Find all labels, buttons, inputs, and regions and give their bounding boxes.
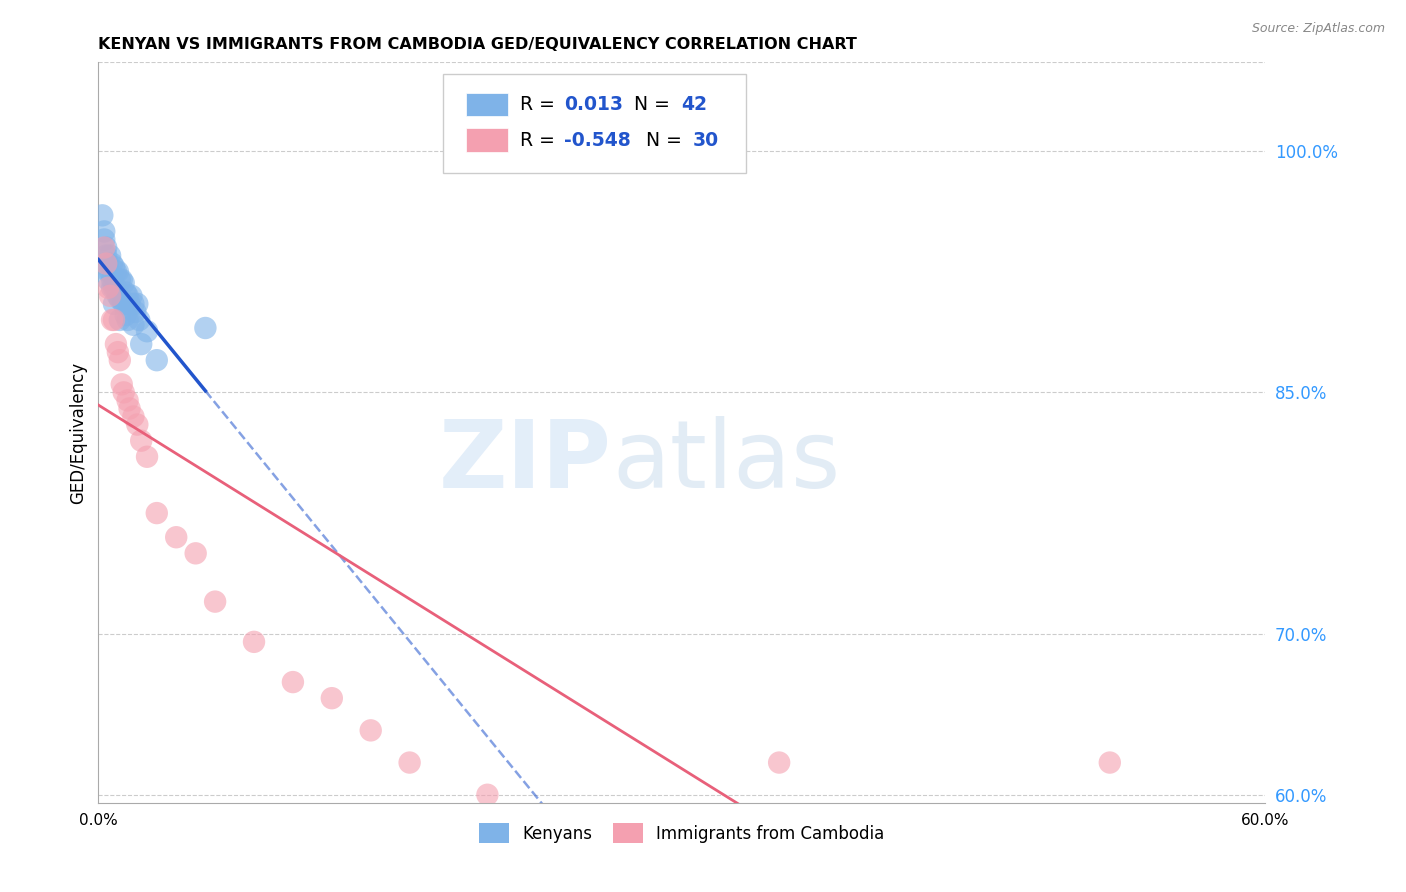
Point [146,506,169,520]
Text: N =: N = [623,95,676,114]
FancyBboxPatch shape [465,93,508,117]
Point [107,345,129,359]
Point [768,756,790,770]
Point [122,297,145,311]
Point [112,276,135,290]
Point [98,289,121,303]
Point [124,305,146,319]
Point [118,297,141,311]
Point [398,756,420,770]
Text: 0.013: 0.013 [564,95,623,114]
Text: Source: ZipAtlas.com: Source: ZipAtlas.com [1251,22,1385,36]
Point [184,546,207,560]
Text: 42: 42 [681,95,707,114]
Point [93,232,115,246]
Text: R =: R = [520,95,561,114]
Point [129,337,152,351]
Point [103,260,125,274]
Point [107,265,129,279]
Point [112,385,135,400]
Point [136,450,159,464]
Point [103,313,125,327]
Point [129,434,152,448]
Point [360,723,382,738]
Point [111,377,134,392]
Point [122,318,145,332]
Point [103,281,125,295]
Point [114,285,136,300]
Point [101,257,124,271]
Point [243,635,266,649]
Point [104,265,127,279]
FancyBboxPatch shape [443,73,747,173]
Point [104,337,127,351]
Point [117,393,139,408]
Point [97,265,120,279]
Text: atlas: atlas [612,417,841,508]
Point [96,240,118,255]
Point [101,281,124,295]
Point [136,324,159,338]
Point [321,691,343,706]
Point [121,289,143,303]
Point [204,594,226,608]
Point [165,530,187,544]
Point [281,675,304,690]
Point [111,273,134,287]
Point [96,257,118,271]
Point [127,417,149,432]
Point [127,297,149,311]
Point [128,313,150,327]
Point [117,313,139,327]
Point [114,308,136,322]
Text: N =: N = [634,130,688,150]
Point [97,273,120,287]
Point [98,249,121,263]
Point [122,409,145,424]
Text: R =: R = [520,130,561,150]
Point [96,249,118,263]
Point [194,321,217,335]
FancyBboxPatch shape [465,128,508,152]
Point [1098,756,1121,770]
Point [91,208,114,222]
Point [93,224,115,238]
Text: ZIP: ZIP [439,417,612,508]
Point [112,297,135,311]
Point [107,289,129,303]
Text: KENYAN VS IMMIGRANTS FROM CAMBODIA GED/EQUIVALENCY CORRELATION CHART: KENYAN VS IMMIGRANTS FROM CAMBODIA GED/E… [98,37,858,52]
Point [104,281,127,295]
Point [146,353,169,368]
Point [108,273,131,287]
Point [111,292,134,306]
Text: -0.548: -0.548 [564,130,631,150]
Point [477,788,499,802]
Point [108,292,131,306]
Point [98,265,121,279]
Point [101,273,124,287]
Legend: Kenyans, Immigrants from Cambodia: Kenyans, Immigrants from Cambodia [472,816,891,850]
Y-axis label: GED/Equivalency: GED/Equivalency [69,361,87,504]
Point [117,289,139,303]
Text: 30: 30 [692,130,718,150]
Point [108,353,131,368]
Point [118,401,141,416]
Point [101,313,124,327]
Point [97,281,120,295]
Point [97,257,120,271]
Point [93,240,115,255]
Point [103,297,125,311]
Point [108,313,131,327]
